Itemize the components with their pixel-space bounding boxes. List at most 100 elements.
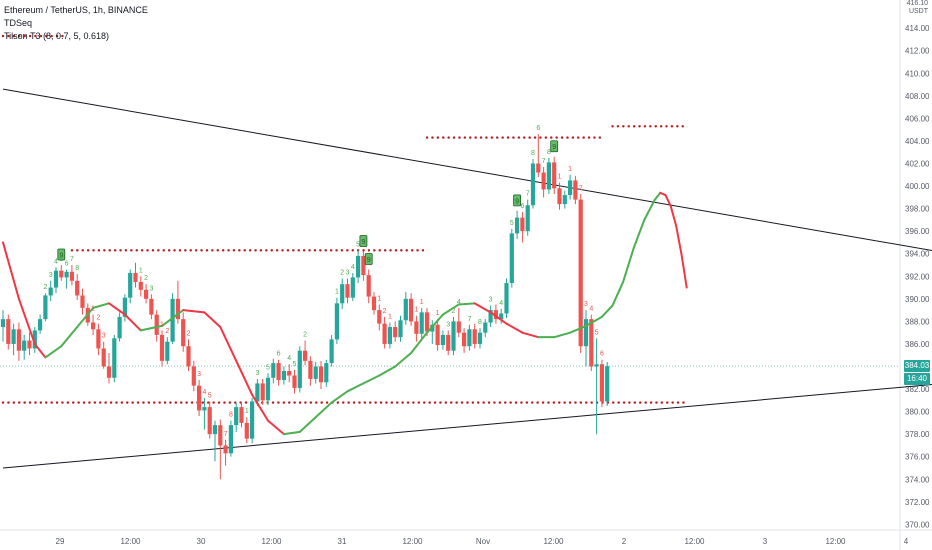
candle-body[interactable] bbox=[38, 319, 43, 331]
candle-body[interactable] bbox=[557, 188, 562, 205]
candle-body[interactable] bbox=[361, 255, 366, 276]
candle-body[interactable] bbox=[234, 407, 239, 426]
candle-body[interactable] bbox=[186, 346, 191, 367]
candle-body[interactable] bbox=[165, 341, 170, 361]
indicator-tilson-t3[interactable]: Tilson T3 (8, 0.7, 5, 0.618) bbox=[4, 31, 110, 41]
candle-body[interactable] bbox=[435, 324, 440, 346]
candle-body[interactable] bbox=[53, 270, 59, 288]
candle-body[interactable] bbox=[239, 407, 244, 423]
candle-body[interactable] bbox=[398, 320, 403, 338]
candle-body[interactable] bbox=[112, 338, 117, 378]
candle-body[interactable] bbox=[345, 284, 350, 298]
candle-body[interactable] bbox=[583, 319, 589, 347]
candle-body[interactable] bbox=[43, 295, 48, 320]
candle-body[interactable] bbox=[170, 298, 175, 342]
candle-body[interactable] bbox=[154, 314, 159, 335]
candle-body[interactable] bbox=[22, 340, 27, 351]
candle-body[interactable] bbox=[493, 310, 498, 320]
symbol-title[interactable]: Ethereum / TetherUS, 1h, BINANCE bbox=[4, 5, 148, 15]
candle-body[interactable] bbox=[573, 180, 578, 200]
candle-body[interactable] bbox=[244, 422, 249, 439]
candle-body[interactable] bbox=[393, 327, 398, 338]
candle-body[interactable] bbox=[541, 172, 546, 190]
candle-body[interactable] bbox=[175, 298, 180, 320]
trendline[interactable] bbox=[2, 382, 932, 469]
candle-body[interactable] bbox=[403, 298, 408, 321]
candle-body[interactable] bbox=[297, 350, 302, 388]
candle-body[interactable] bbox=[467, 329, 472, 347]
candle-body[interactable] bbox=[546, 162, 551, 190]
candle-body[interactable] bbox=[69, 271, 74, 281]
candle-body[interactable] bbox=[27, 340, 32, 349]
candle-body[interactable] bbox=[568, 180, 573, 196]
candle-body[interactable] bbox=[91, 322, 96, 330]
candle-body[interactable] bbox=[594, 364, 599, 367]
candle-body[interactable] bbox=[356, 255, 361, 278]
candle-body[interactable] bbox=[138, 281, 143, 290]
candle-body[interactable] bbox=[0, 319, 6, 328]
candle-body[interactable] bbox=[128, 272, 133, 298]
candle-body[interactable] bbox=[101, 348, 106, 367]
candle-body[interactable] bbox=[536, 163, 541, 173]
candle-body[interactable] bbox=[218, 425, 223, 446]
candle-body[interactable] bbox=[308, 360, 313, 379]
candle-body[interactable] bbox=[133, 272, 138, 282]
candle-body[interactable] bbox=[414, 321, 419, 334]
candle-body[interactable] bbox=[382, 323, 387, 344]
candle-body[interactable] bbox=[424, 312, 430, 332]
candle-body[interactable] bbox=[48, 287, 53, 296]
candle-body[interactable] bbox=[350, 277, 355, 298]
candle-body[interactable] bbox=[324, 363, 329, 383]
candle-body[interactable] bbox=[181, 319, 186, 347]
candle-body[interactable] bbox=[117, 316, 122, 339]
candle-body[interactable] bbox=[377, 310, 382, 324]
candle-body[interactable] bbox=[202, 407, 207, 411]
candle-body[interactable] bbox=[488, 310, 493, 323]
candle-body[interactable] bbox=[387, 327, 392, 344]
candle-body[interactable] bbox=[292, 375, 297, 388]
candle-body[interactable] bbox=[605, 366, 610, 402]
candle-body[interactable] bbox=[191, 366, 196, 386]
candle-body[interactable] bbox=[515, 217, 520, 234]
candle-body[interactable] bbox=[456, 321, 461, 333]
candle-body[interactable] bbox=[504, 283, 509, 314]
candle-body[interactable] bbox=[260, 383, 265, 401]
candle-body[interactable] bbox=[446, 334, 451, 351]
candle-body[interactable] bbox=[6, 319, 11, 344]
candle-body[interactable] bbox=[509, 233, 514, 284]
candle-body[interactable] bbox=[499, 313, 504, 320]
candle-body[interactable] bbox=[228, 425, 233, 454]
candle-body[interactable] bbox=[483, 322, 488, 333]
candle-body[interactable] bbox=[281, 371, 286, 381]
candle-body[interactable] bbox=[271, 363, 276, 378]
candle-body[interactable] bbox=[340, 284, 345, 304]
candle-body[interactable] bbox=[265, 377, 271, 401]
candle-body[interactable] bbox=[80, 295, 85, 308]
candle-body[interactable] bbox=[276, 363, 281, 381]
candle-body[interactable] bbox=[255, 383, 260, 402]
candle-body[interactable] bbox=[477, 332, 483, 344]
candle-body[interactable] bbox=[329, 339, 334, 364]
candle-body[interactable] bbox=[530, 163, 536, 206]
candle-body[interactable] bbox=[223, 445, 228, 454]
candle-body[interactable] bbox=[552, 162, 557, 189]
candle-body[interactable] bbox=[525, 205, 530, 232]
candle-body[interactable] bbox=[366, 275, 371, 297]
candle-body[interactable] bbox=[303, 350, 308, 361]
indicator-tdseq[interactable]: TDSeq bbox=[4, 18, 33, 28]
candle-body[interactable] bbox=[589, 319, 594, 367]
candle-body[interactable] bbox=[64, 271, 69, 278]
candle-body[interactable] bbox=[287, 371, 292, 376]
candle-body[interactable] bbox=[96, 329, 101, 349]
candle-body[interactable] bbox=[149, 298, 154, 315]
candle-body[interactable] bbox=[334, 303, 339, 340]
candle-body[interactable] bbox=[562, 195, 567, 205]
candle-body[interactable] bbox=[472, 329, 477, 344]
candle-body[interactable] bbox=[371, 296, 377, 311]
candle-body[interactable] bbox=[599, 364, 604, 402]
candle-body[interactable] bbox=[578, 199, 583, 347]
candle-body[interactable] bbox=[32, 330, 37, 349]
candle-body[interactable] bbox=[462, 332, 467, 347]
candle-body[interactable] bbox=[16, 329, 21, 351]
